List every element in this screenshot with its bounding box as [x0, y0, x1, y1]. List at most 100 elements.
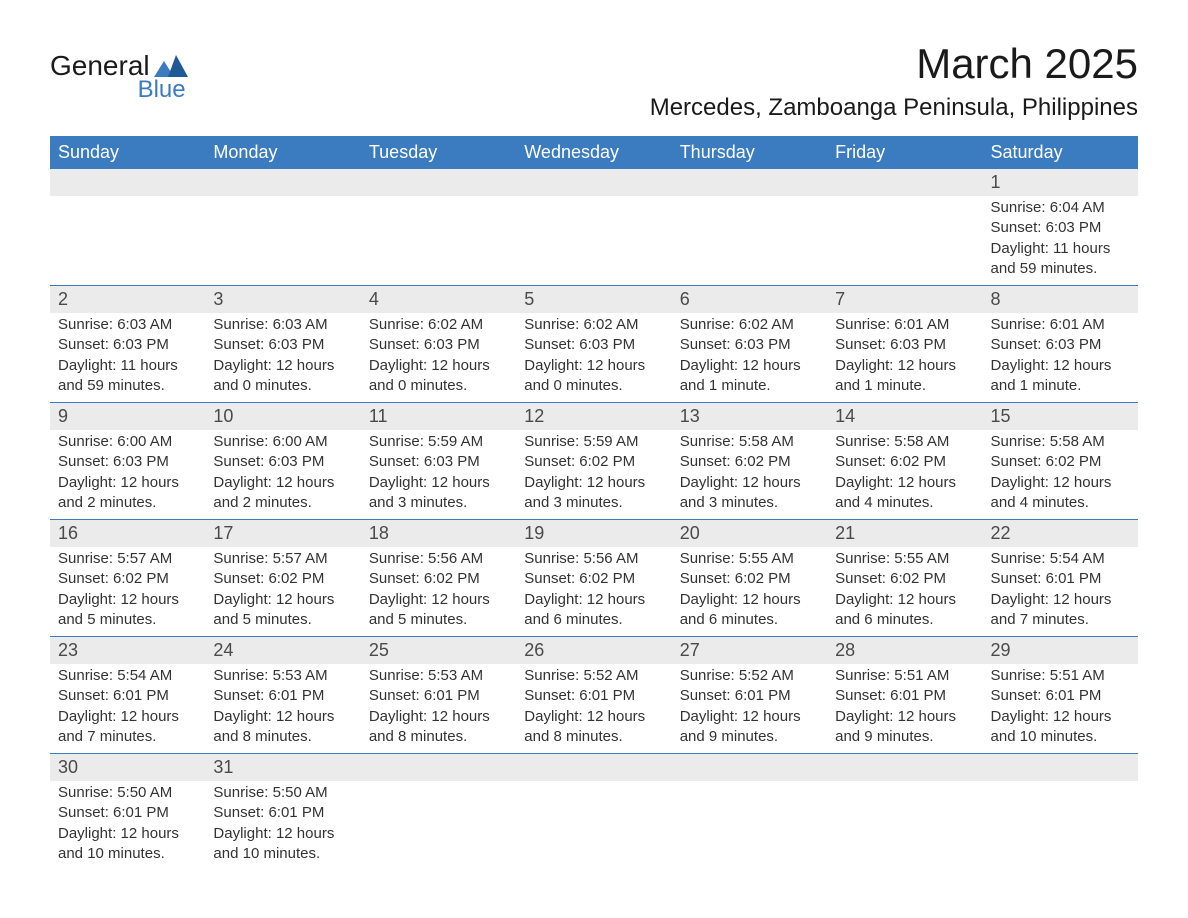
sunset-text: Sunset: 6:03 PM	[991, 218, 1130, 238]
sunset-text: Sunset: 6:03 PM	[680, 335, 819, 355]
day-number: 26	[516, 637, 671, 664]
sunrise-text: Sunrise: 6:02 AM	[524, 315, 663, 335]
sunset-text: Sunset: 6:03 PM	[524, 335, 663, 355]
day-info: Sunrise: 5:53 AMSunset: 6:01 PMDaylight:…	[361, 664, 516, 753]
info-row: Sunrise: 6:03 AMSunset: 6:03 PMDaylight:…	[50, 313, 1138, 402]
day-number	[672, 754, 827, 781]
sunrise-text: Sunrise: 5:54 AM	[991, 549, 1130, 569]
day-header-row: SundayMondayTuesdayWednesdayThursdayFrid…	[50, 136, 1138, 169]
day-info	[827, 781, 982, 870]
day-info	[205, 196, 360, 285]
day-number: 4	[361, 286, 516, 313]
daylight-text: Daylight: 12 hours and 8 minutes.	[369, 707, 508, 748]
location-subtitle: Mercedes, Zamboanga Peninsula, Philippin…	[650, 94, 1138, 122]
daynum-row: 23242526272829	[50, 637, 1138, 664]
sunset-text: Sunset: 6:02 PM	[369, 569, 508, 589]
day-number	[827, 754, 982, 781]
sunrise-text: Sunrise: 5:50 AM	[58, 783, 197, 803]
calendar-week: 23242526272829Sunrise: 5:54 AMSunset: 6:…	[50, 636, 1138, 753]
day-info: Sunrise: 5:59 AMSunset: 6:02 PMDaylight:…	[516, 430, 671, 519]
sunrise-text: Sunrise: 5:55 AM	[680, 549, 819, 569]
sunrise-text: Sunrise: 5:58 AM	[835, 432, 974, 452]
day-info	[361, 781, 516, 870]
sunset-text: Sunset: 6:03 PM	[369, 452, 508, 472]
day-info: Sunrise: 5:58 AMSunset: 6:02 PMDaylight:…	[672, 430, 827, 519]
daylight-text: Daylight: 12 hours and 10 minutes.	[213, 824, 352, 865]
sunset-text: Sunset: 6:03 PM	[58, 452, 197, 472]
day-number: 20	[672, 520, 827, 547]
sunset-text: Sunset: 6:01 PM	[991, 686, 1130, 706]
day-info: Sunrise: 5:54 AMSunset: 6:01 PMDaylight:…	[50, 664, 205, 753]
day-number: 15	[983, 403, 1138, 430]
day-number: 22	[983, 520, 1138, 547]
day-info: Sunrise: 5:50 AMSunset: 6:01 PMDaylight:…	[50, 781, 205, 870]
info-row: Sunrise: 5:50 AMSunset: 6:01 PMDaylight:…	[50, 781, 1138, 870]
day-info: Sunrise: 6:03 AMSunset: 6:03 PMDaylight:…	[205, 313, 360, 402]
sunset-text: Sunset: 6:02 PM	[524, 452, 663, 472]
day-header: Wednesday	[516, 136, 671, 169]
day-header: Monday	[205, 136, 360, 169]
daylight-text: Daylight: 12 hours and 7 minutes.	[991, 590, 1130, 631]
day-info: Sunrise: 6:02 AMSunset: 6:03 PMDaylight:…	[516, 313, 671, 402]
day-info	[50, 196, 205, 285]
sunrise-text: Sunrise: 5:53 AM	[213, 666, 352, 686]
sunset-text: Sunset: 6:01 PM	[213, 686, 352, 706]
day-header: Friday	[827, 136, 982, 169]
sunrise-text: Sunrise: 5:50 AM	[213, 783, 352, 803]
daylight-text: Daylight: 12 hours and 3 minutes.	[680, 473, 819, 514]
sunrise-text: Sunrise: 5:58 AM	[991, 432, 1130, 452]
sunrise-text: Sunrise: 6:04 AM	[991, 198, 1130, 218]
sunset-text: Sunset: 6:01 PM	[213, 803, 352, 823]
sunrise-text: Sunrise: 5:59 AM	[524, 432, 663, 452]
sunset-text: Sunset: 6:03 PM	[991, 335, 1130, 355]
calendar-week: 9101112131415Sunrise: 6:00 AMSunset: 6:0…	[50, 402, 1138, 519]
sunset-text: Sunset: 6:02 PM	[835, 452, 974, 472]
calendar-week: 1Sunrise: 6:04 AMSunset: 6:03 PMDaylight…	[50, 169, 1138, 285]
day-info	[516, 781, 671, 870]
daylight-text: Daylight: 12 hours and 6 minutes.	[680, 590, 819, 631]
sunrise-text: Sunrise: 6:02 AM	[369, 315, 508, 335]
daylight-text: Daylight: 12 hours and 2 minutes.	[213, 473, 352, 514]
sunset-text: Sunset: 6:02 PM	[835, 569, 974, 589]
daylight-text: Daylight: 12 hours and 7 minutes.	[58, 707, 197, 748]
daylight-text: Daylight: 12 hours and 1 minute.	[835, 356, 974, 397]
sunrise-text: Sunrise: 6:03 AM	[213, 315, 352, 335]
day-info	[983, 781, 1138, 870]
info-row: Sunrise: 5:57 AMSunset: 6:02 PMDaylight:…	[50, 547, 1138, 636]
day-number: 19	[516, 520, 671, 547]
daylight-text: Daylight: 12 hours and 4 minutes.	[835, 473, 974, 514]
day-info	[516, 196, 671, 285]
daylight-text: Daylight: 12 hours and 5 minutes.	[213, 590, 352, 631]
daylight-text: Daylight: 12 hours and 0 minutes.	[369, 356, 508, 397]
day-info: Sunrise: 5:58 AMSunset: 6:02 PMDaylight:…	[827, 430, 982, 519]
day-info: Sunrise: 5:52 AMSunset: 6:01 PMDaylight:…	[516, 664, 671, 753]
sunrise-text: Sunrise: 5:57 AM	[58, 549, 197, 569]
sunrise-text: Sunrise: 5:56 AM	[524, 549, 663, 569]
day-number: 16	[50, 520, 205, 547]
sunrise-text: Sunrise: 5:59 AM	[369, 432, 508, 452]
daylight-text: Daylight: 11 hours and 59 minutes.	[58, 356, 197, 397]
daylight-text: Daylight: 12 hours and 5 minutes.	[369, 590, 508, 631]
sunset-text: Sunset: 6:02 PM	[524, 569, 663, 589]
day-number: 25	[361, 637, 516, 664]
day-info: Sunrise: 6:02 AMSunset: 6:03 PMDaylight:…	[361, 313, 516, 402]
day-info: Sunrise: 5:55 AMSunset: 6:02 PMDaylight:…	[827, 547, 982, 636]
sunrise-text: Sunrise: 5:57 AM	[213, 549, 352, 569]
sunrise-text: Sunrise: 6:02 AM	[680, 315, 819, 335]
day-number	[672, 169, 827, 196]
sunrise-text: Sunrise: 5:55 AM	[835, 549, 974, 569]
day-number: 5	[516, 286, 671, 313]
sunset-text: Sunset: 6:02 PM	[58, 569, 197, 589]
sunrise-text: Sunrise: 6:03 AM	[58, 315, 197, 335]
day-info: Sunrise: 5:51 AMSunset: 6:01 PMDaylight:…	[983, 664, 1138, 753]
sunset-text: Sunset: 6:03 PM	[835, 335, 974, 355]
daynum-row: 16171819202122	[50, 520, 1138, 547]
info-row: Sunrise: 6:04 AMSunset: 6:03 PMDaylight:…	[50, 196, 1138, 285]
day-info: Sunrise: 5:52 AMSunset: 6:01 PMDaylight:…	[672, 664, 827, 753]
day-number	[205, 169, 360, 196]
sunset-text: Sunset: 6:02 PM	[213, 569, 352, 589]
daylight-text: Daylight: 12 hours and 1 minute.	[991, 356, 1130, 397]
sunset-text: Sunset: 6:02 PM	[680, 452, 819, 472]
day-number	[361, 754, 516, 781]
day-number: 29	[983, 637, 1138, 664]
